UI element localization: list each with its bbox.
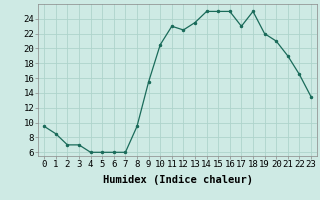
X-axis label: Humidex (Indice chaleur): Humidex (Indice chaleur): [103, 175, 252, 185]
